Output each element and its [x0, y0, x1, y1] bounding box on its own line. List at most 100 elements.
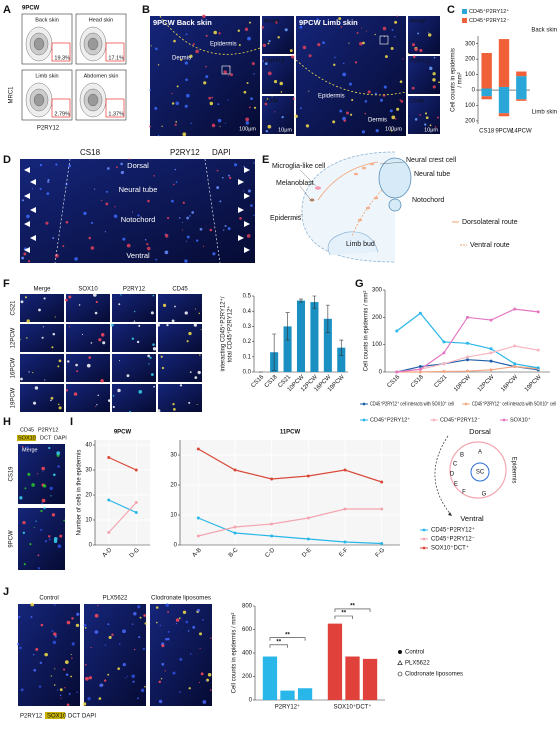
panel-label: H: [3, 416, 11, 428]
cell-signal: [117, 388, 121, 393]
label: Epidermis: [318, 94, 345, 100]
label: Back skin: [35, 17, 59, 23]
cell-signal: [172, 408, 176, 411]
cell-signal: [86, 363, 91, 368]
y-tick-label: 0: [379, 370, 383, 376]
contour: [87, 93, 99, 107]
cell-signal: [57, 365, 60, 368]
cell-signal: [37, 554, 40, 557]
cell-signal: [187, 630, 190, 632]
label: MRC1: [9, 86, 15, 104]
micrograph: [158, 324, 202, 352]
y-tick-label: 100: [372, 342, 383, 348]
cell-signal: [247, 36, 251, 41]
cell-signal: [35, 647, 39, 651]
label: Dorsolateral route: [462, 219, 518, 226]
micrograph: [150, 16, 260, 136]
label: P2RY12: [410, 58, 430, 64]
y-tick-label: 20: [85, 493, 92, 499]
cell-signal: [114, 205, 116, 208]
cell-signal: [156, 409, 161, 413]
label: CS19: [9, 466, 15, 482]
cell-signal: [162, 303, 167, 307]
cell-signal: [284, 28, 288, 32]
arrowhead: [238, 179, 244, 185]
label: Epidermis: [210, 42, 237, 48]
cell-signal: [64, 660, 69, 664]
significance-bracket: [269, 644, 288, 648]
chart-title: 9PCW: [114, 430, 132, 436]
cell-signal: [24, 296, 28, 299]
y-tick-label: 10: [170, 513, 177, 519]
cell-signal: [122, 237, 126, 241]
label: 19PCW: [11, 387, 17, 408]
cell-signal: [152, 294, 155, 297]
cell-signal: [374, 92, 378, 95]
cell-signal: [433, 56, 436, 59]
cell-signal: [93, 188, 96, 190]
cell-signal: [51, 513, 56, 517]
arrowhead: [30, 207, 36, 213]
cell-signal: [362, 41, 365, 45]
cell-signal: [292, 97, 295, 100]
cell-signal: [438, 81, 440, 84]
y-tick-label: 0: [472, 88, 476, 94]
cell-signal: [42, 484, 47, 488]
cell-signal: [407, 52, 410, 55]
cell-signal: [189, 653, 192, 655]
point: [134, 501, 138, 504]
bar-segment: [481, 90, 492, 97]
cell-signal: [393, 35, 396, 38]
cell-signal: [65, 220, 69, 224]
bar: [337, 347, 346, 372]
micrograph: [18, 604, 80, 706]
cell-signal: [53, 632, 57, 636]
micrograph: [158, 294, 202, 322]
label: DCT: [40, 435, 52, 441]
cell-signal: [40, 528, 43, 532]
label: 1.37%: [108, 111, 124, 117]
line: [198, 448, 382, 483]
label: 16PCW: [11, 357, 17, 378]
cell-signal: [396, 15, 398, 17]
y-axis-label: Cell counts in epidermis / mm²: [364, 291, 370, 372]
x-tick-label: D-G: [129, 547, 141, 559]
cell-signal: [83, 623, 87, 627]
cell-signal: [132, 680, 135, 683]
cell-signal: [26, 319, 30, 323]
cell-signal: [153, 385, 155, 388]
cell-signal: [414, 118, 418, 121]
limb-bud: [327, 231, 379, 256]
micrograph: [408, 16, 440, 54]
label: C: [453, 462, 458, 468]
cell-signal: [171, 102, 175, 105]
cell-signal: [267, 42, 270, 45]
cell-signal: [267, 71, 272, 76]
cell-signal: [194, 308, 197, 310]
cell-signal: [51, 630, 54, 633]
annotation: **: [350, 604, 355, 610]
cell-signal: [390, 129, 393, 132]
micrograph: [20, 384, 64, 412]
cell-signal: [118, 643, 121, 645]
cell-signal: [124, 677, 126, 679]
cell-signal: [227, 99, 229, 101]
cell-signal: [382, 26, 387, 31]
cell-signal: [234, 163, 238, 167]
label: DAPI: [54, 435, 67, 441]
cell-signal: [186, 340, 189, 343]
cell-signal: [60, 697, 62, 699]
arrowhead: [244, 247, 250, 253]
cell-signal: [348, 42, 350, 44]
point: [489, 359, 493, 363]
cell-signal: [155, 606, 159, 609]
point: [418, 367, 422, 371]
legend-marker: [422, 546, 426, 550]
cell-signal: [165, 637, 168, 641]
cell-signal: [262, 60, 264, 62]
point: [418, 311, 422, 315]
cell-signal: [155, 47, 158, 51]
x-tick-label: D-E: [301, 547, 313, 559]
y-tick-label: 0.1: [243, 354, 252, 360]
y-tick-label: 0.3: [243, 324, 252, 330]
